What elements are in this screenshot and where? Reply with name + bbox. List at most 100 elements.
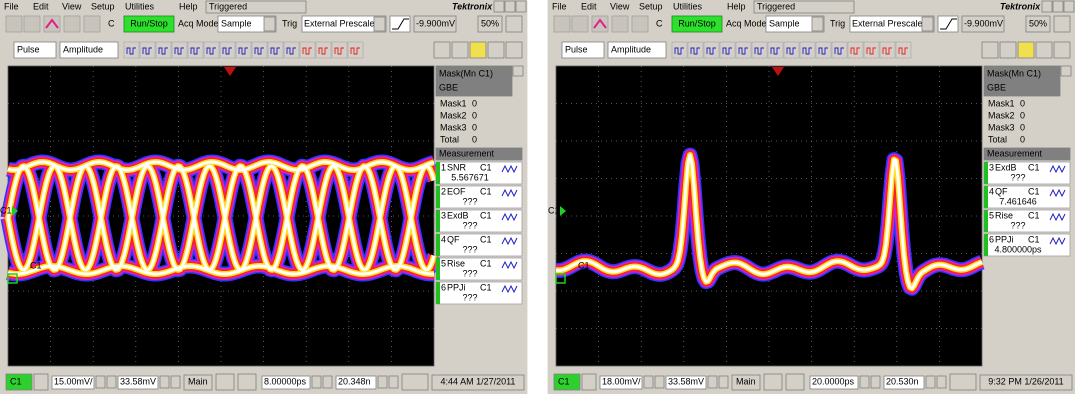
dropdown-arrow[interactable] — [264, 17, 275, 31]
measure-icon[interactable] — [284, 42, 299, 58]
tool-icon[interactable] — [84, 16, 100, 32]
measure-icon[interactable] — [848, 42, 863, 58]
view-icon[interactable] — [1000, 42, 1016, 58]
window-button[interactable] — [1053, 1, 1063, 12]
window-button[interactable] — [1042, 1, 1052, 12]
measure-icon[interactable] — [784, 42, 799, 58]
measure-icon[interactable] — [864, 42, 879, 58]
tool-icon[interactable] — [554, 16, 570, 32]
up-button[interactable] — [34, 374, 48, 390]
spin-button[interactable] — [378, 376, 387, 388]
scroll-button[interactable] — [1061, 66, 1071, 76]
measure-icon[interactable] — [220, 42, 235, 58]
measure-icon[interactable] — [172, 42, 187, 58]
help-icon[interactable] — [506, 16, 522, 32]
measure-icon[interactable] — [348, 42, 363, 58]
view-icon[interactable] — [1018, 42, 1034, 58]
measure-icon[interactable] — [816, 42, 831, 58]
tool-icon[interactable] — [632, 16, 648, 32]
menu-item[interactable]: View — [62, 1, 82, 11]
spin-button[interactable] — [655, 376, 664, 388]
tool-icon[interactable] — [24, 16, 40, 32]
measure-icon[interactable] — [672, 42, 687, 58]
menu-item[interactable]: Edit — [581, 1, 597, 11]
measure-icon[interactable] — [188, 42, 203, 58]
measure-icon[interactable] — [800, 42, 815, 58]
tool-icon[interactable] — [64, 16, 80, 32]
window-button[interactable] — [1064, 1, 1074, 12]
measure-icon[interactable] — [252, 42, 267, 58]
menu-item[interactable]: Utilities — [673, 1, 703, 11]
dropdown-arrow[interactable] — [374, 17, 385, 31]
view-icon[interactable] — [488, 42, 504, 58]
slope-button[interactable] — [938, 16, 958, 32]
menu-item[interactable]: Setup — [639, 1, 663, 11]
tool-icon[interactable] — [6, 16, 22, 32]
measure-icon[interactable] — [704, 42, 719, 58]
menu-item[interactable]: Help — [727, 1, 746, 11]
ref-icon[interactable] — [402, 374, 428, 390]
zoom-out[interactable] — [238, 374, 256, 390]
spin-button[interactable] — [871, 376, 880, 388]
view-icon[interactable] — [506, 42, 522, 58]
spin-button[interactable] — [107, 376, 116, 388]
spin-button[interactable] — [708, 376, 717, 388]
menu-item[interactable]: Utilities — [125, 1, 155, 11]
measure-icon[interactable] — [768, 42, 783, 58]
measure-icon[interactable] — [720, 42, 735, 58]
spin-button[interactable] — [926, 376, 935, 388]
window-button[interactable] — [516, 1, 526, 12]
spin-button[interactable] — [389, 376, 398, 388]
tool-icon[interactable] — [572, 16, 588, 32]
measure-icon[interactable] — [736, 42, 751, 58]
spin-button[interactable] — [644, 376, 653, 388]
spin-button[interactable] — [96, 376, 105, 388]
view-icon[interactable] — [982, 42, 998, 58]
slope-button[interactable] — [390, 16, 410, 32]
menu-item[interactable]: Edit — [33, 1, 49, 11]
spin-button[interactable] — [160, 376, 169, 388]
measure-icon[interactable] — [880, 42, 895, 58]
dropdown-arrow[interactable] — [922, 17, 933, 31]
measure-icon[interactable] — [832, 42, 847, 58]
measure-icon[interactable] — [156, 42, 171, 58]
zoom-in[interactable] — [216, 374, 234, 390]
zoom-in[interactable] — [764, 374, 782, 390]
zoom-out[interactable] — [786, 374, 804, 390]
up-button[interactable] — [582, 374, 596, 390]
menu-item[interactable]: File — [4, 1, 19, 11]
menu-item[interactable]: Setup — [91, 1, 115, 11]
measure-icon[interactable] — [316, 42, 331, 58]
view-icon[interactable] — [434, 42, 450, 58]
measure-icon[interactable] — [140, 42, 155, 58]
measure-icon[interactable] — [124, 42, 139, 58]
window-button[interactable] — [505, 1, 515, 12]
menu-item[interactable]: Help — [179, 1, 198, 11]
measure-icon[interactable] — [236, 42, 251, 58]
measure-icon[interactable] — [204, 42, 219, 58]
help-icon[interactable] — [1054, 16, 1070, 32]
spin-button[interactable] — [860, 376, 869, 388]
measure-icon[interactable] — [896, 42, 911, 58]
measure-icon[interactable] — [688, 42, 703, 58]
window-button[interactable] — [494, 1, 504, 12]
view-icon[interactable] — [1036, 42, 1052, 58]
spin-button[interactable] — [312, 376, 321, 388]
dropdown-arrow[interactable] — [812, 17, 823, 31]
tool-icon[interactable] — [612, 16, 628, 32]
view-icon[interactable] — [1054, 42, 1070, 58]
measure-icon[interactable] — [332, 42, 347, 58]
spin-button[interactable] — [323, 376, 332, 388]
view-icon[interactable] — [452, 42, 468, 58]
spin-button[interactable] — [937, 376, 946, 388]
measure-icon[interactable] — [268, 42, 283, 58]
scroll-button[interactable] — [513, 66, 523, 76]
spin-button[interactable] — [719, 376, 728, 388]
menu-item[interactable]: File — [552, 1, 567, 11]
measure-icon[interactable] — [752, 42, 767, 58]
menu-item[interactable]: View — [610, 1, 630, 11]
view-icon[interactable] — [470, 42, 486, 58]
spin-button[interactable] — [171, 376, 180, 388]
ref-icon[interactable] — [950, 374, 976, 390]
measure-icon[interactable] — [300, 42, 315, 58]
